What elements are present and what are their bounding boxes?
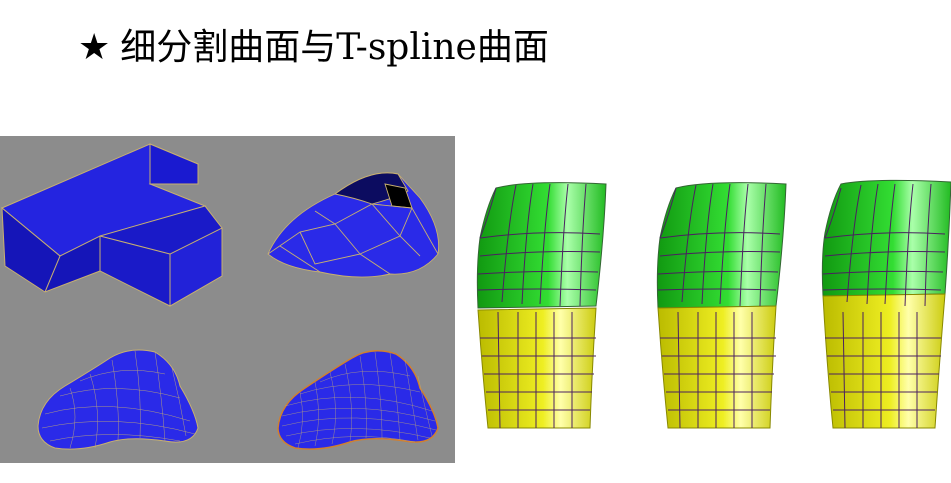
tspline-patch-pair-2 bbox=[656, 182, 787, 429]
title-text: 细分割曲面与T-spline曲面 bbox=[120, 27, 549, 68]
second-subdivision-mesh bbox=[37, 349, 199, 450]
subdivision-image-panel bbox=[0, 136, 455, 463]
star-icon: ★ bbox=[78, 27, 111, 68]
first-subdivision-mesh bbox=[267, 172, 440, 278]
tspline-patch-pair-1 bbox=[476, 182, 607, 429]
third-subdivision-mesh bbox=[277, 350, 439, 450]
tspline-image-panel bbox=[468, 178, 951, 438]
tspline-patch-pair-3 bbox=[821, 179, 951, 429]
t-shape-control-mesh bbox=[1, 143, 223, 307]
slide-title: ★ 细分割曲面与T-spline曲面 bbox=[78, 18, 549, 70]
